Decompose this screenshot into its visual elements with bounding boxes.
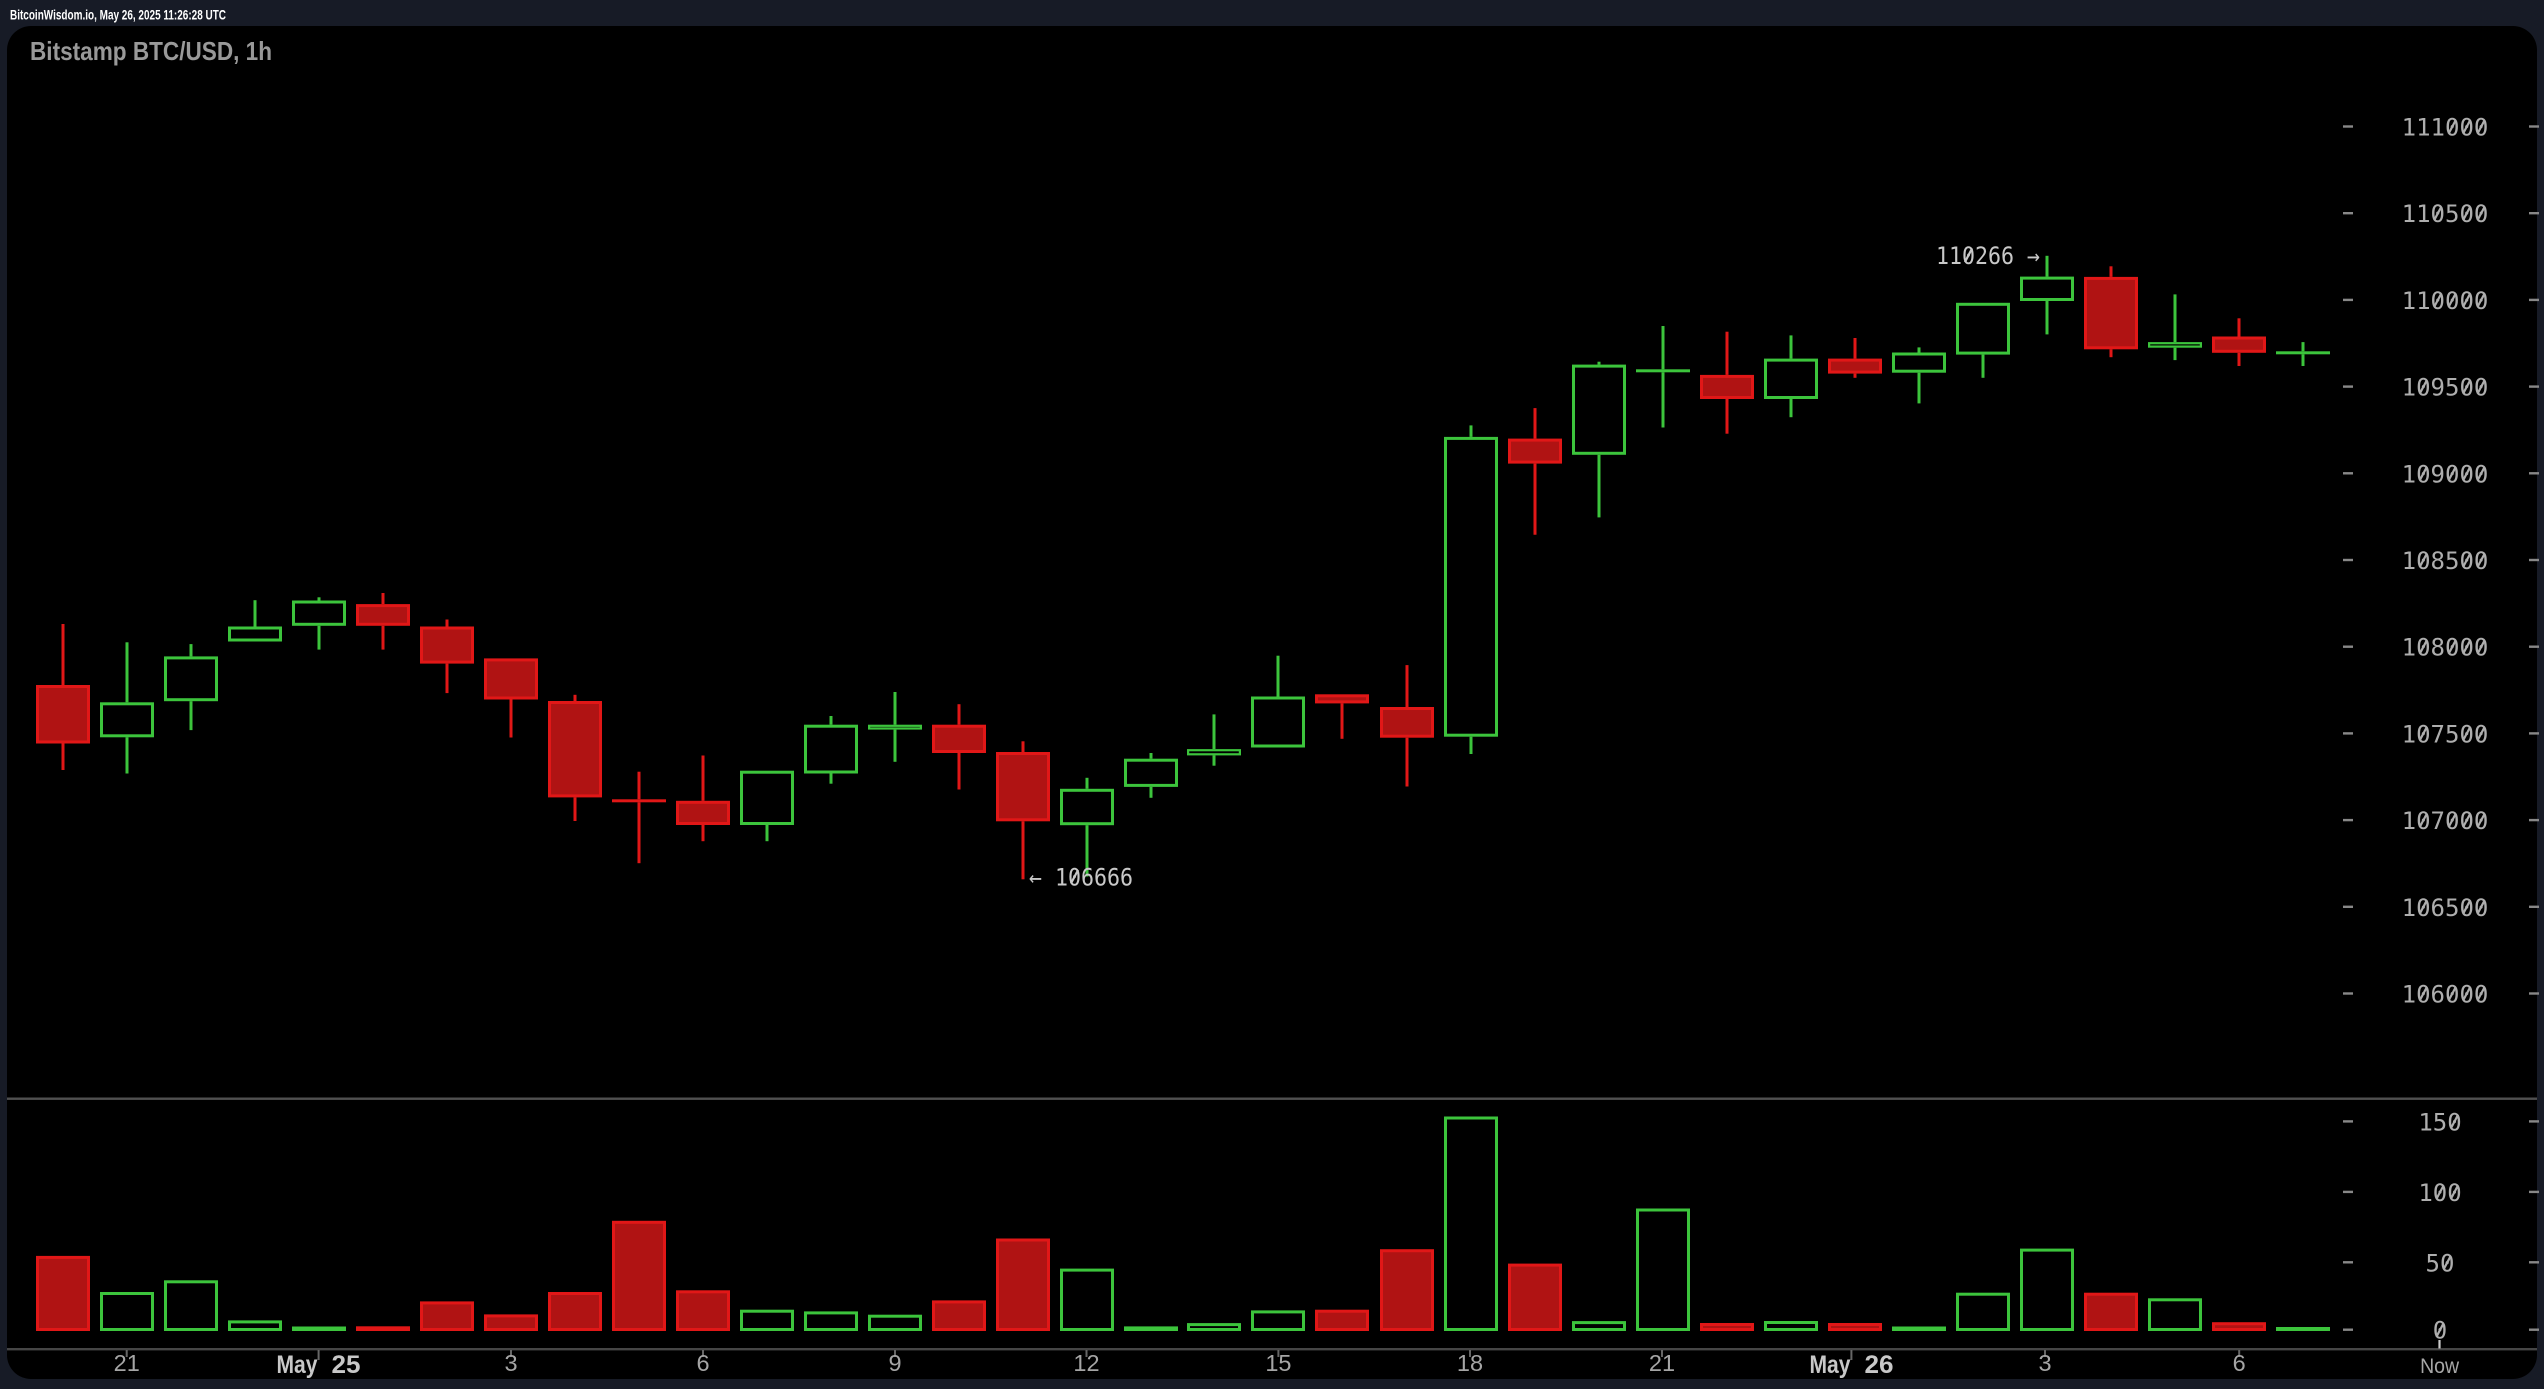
svg-text:12: 12 bbox=[1073, 1350, 1099, 1376]
svg-text:← 106666: ← 106666 bbox=[1029, 864, 1133, 892]
svg-text:BitcoinWisdom.io, May 26, 2025: BitcoinWisdom.io, May 26, 2025 11:26:28 … bbox=[10, 7, 226, 23]
svg-text:106000: 106000 bbox=[2402, 981, 2489, 1009]
svg-text:107500: 107500 bbox=[2402, 720, 2489, 748]
svg-text:15: 15 bbox=[1265, 1350, 1291, 1376]
svg-text:21: 21 bbox=[1649, 1350, 1675, 1376]
svg-text:25: 25 bbox=[332, 1351, 361, 1379]
svg-text:Bitstamp BTC/USD, 1h: Bitstamp BTC/USD, 1h bbox=[30, 36, 272, 66]
svg-text:50: 50 bbox=[2426, 1249, 2455, 1277]
svg-text:109500: 109500 bbox=[2402, 374, 2489, 402]
svg-text:May: May bbox=[277, 1351, 318, 1379]
svg-text:3: 3 bbox=[504, 1350, 517, 1376]
svg-text:9: 9 bbox=[888, 1350, 901, 1376]
svg-text:6: 6 bbox=[2233, 1350, 2246, 1376]
svg-text:110500: 110500 bbox=[2402, 200, 2489, 228]
svg-text:21: 21 bbox=[114, 1350, 140, 1376]
svg-text:111000: 111000 bbox=[2402, 114, 2489, 142]
svg-text:110000: 110000 bbox=[2402, 287, 2489, 315]
svg-text:3: 3 bbox=[2038, 1350, 2051, 1376]
svg-text:109000: 109000 bbox=[2402, 460, 2489, 488]
svg-text:May: May bbox=[1810, 1351, 1851, 1379]
svg-text:108500: 108500 bbox=[2402, 547, 2489, 575]
svg-text:18: 18 bbox=[1457, 1350, 1483, 1376]
svg-text:107000: 107000 bbox=[2402, 807, 2489, 835]
svg-text:26: 26 bbox=[1865, 1351, 1894, 1379]
svg-text:106500: 106500 bbox=[2402, 894, 2489, 922]
svg-text:110266 →: 110266 → bbox=[1936, 242, 2040, 270]
svg-text:108000: 108000 bbox=[2402, 634, 2489, 662]
svg-text:6: 6 bbox=[696, 1350, 709, 1376]
svg-text:Now: Now bbox=[2420, 1354, 2459, 1378]
